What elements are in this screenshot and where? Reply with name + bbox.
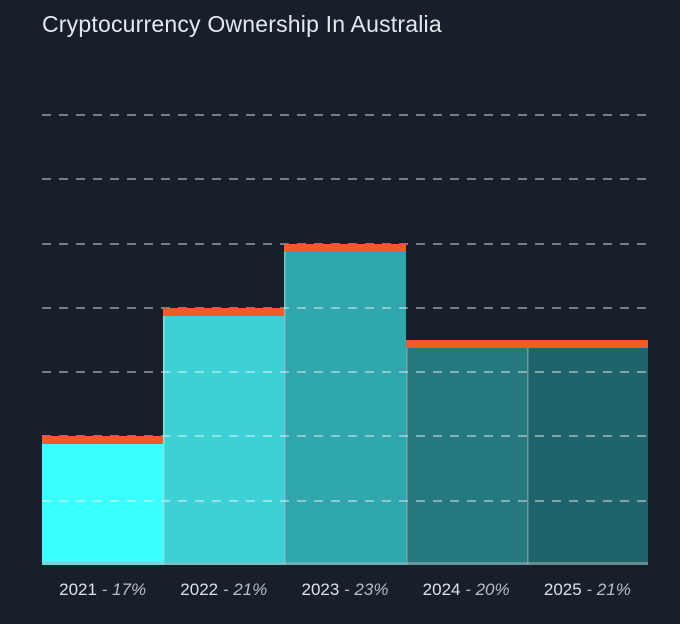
bar-cap-2022 <box>163 307 285 316</box>
gridline <box>42 178 648 181</box>
x-label-percent: - 23% <box>344 580 389 599</box>
x-label-2023: 2023 - 23% <box>284 580 405 600</box>
x-label-year: 2022 <box>180 580 223 599</box>
bar-2025 <box>526 348 648 565</box>
x-label-percent: - 21% <box>222 580 268 599</box>
gridline <box>42 371 648 374</box>
x-label-2022: 2022 - 21% <box>163 580 284 600</box>
gridline <box>42 435 648 438</box>
bar-cap-2021 <box>42 436 164 445</box>
x-label-2024: 2024 - 20% <box>406 580 527 600</box>
x-label-percent: - 17% <box>101 580 147 599</box>
bar-cap-2024 <box>405 340 527 348</box>
x-label-percent: - 21% <box>586 580 631 599</box>
x-axis-labels: 2021 - 17% 2022 - 21% 2023 - 23% 2024 - 20%… <box>42 580 648 600</box>
bar-2022 <box>163 315 285 565</box>
x-label-year: 2024 <box>422 580 466 599</box>
gridline <box>42 306 648 309</box>
bar-2024 <box>405 348 527 565</box>
bar-2021 <box>42 444 164 565</box>
x-label-year: 2021 <box>59 580 102 599</box>
x-label-2021: 2021 - 17% <box>42 580 163 600</box>
gridline <box>42 114 648 116</box>
x-label-2025: 2025 - 21% <box>527 580 648 600</box>
plot-area <box>42 100 648 565</box>
chart-title: Cryptocurrency Ownership In Australia <box>42 11 442 37</box>
bar-cap-2025 <box>526 340 648 348</box>
bar-cap-2023 <box>284 243 406 252</box>
bar-2023 <box>284 251 406 565</box>
x-label-year: 2025 <box>543 580 587 599</box>
x-label-percent: - 20% <box>465 580 510 599</box>
gridline <box>42 499 648 502</box>
baseline <box>42 562 648 565</box>
x-label-year: 2023 <box>301 580 345 599</box>
